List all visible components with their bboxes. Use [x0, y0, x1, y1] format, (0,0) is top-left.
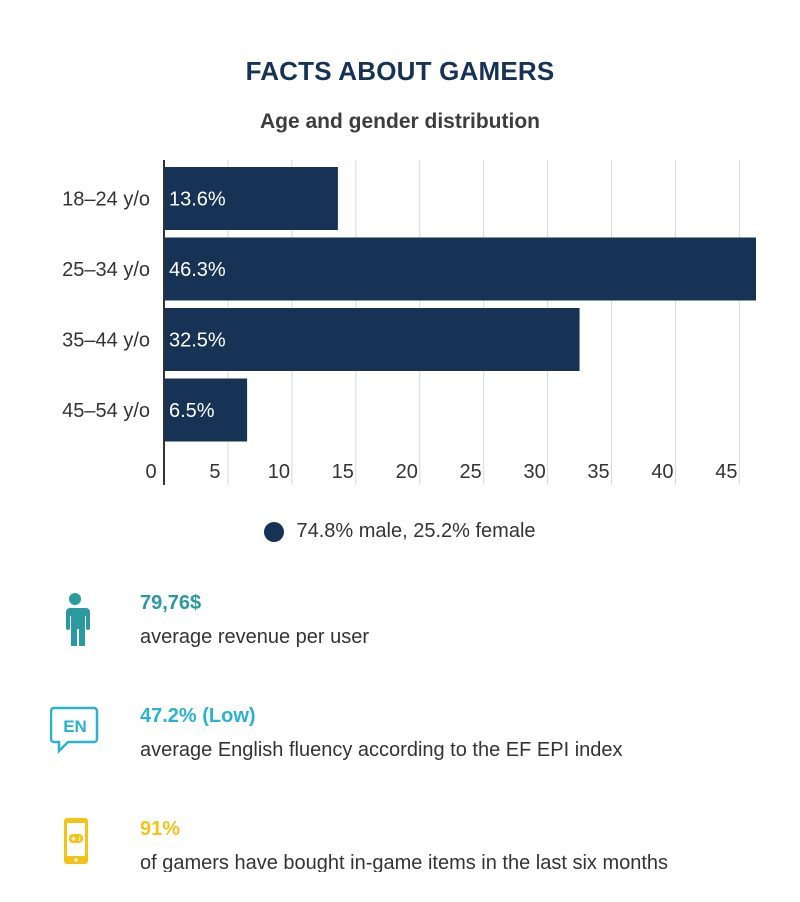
- fact-ingame: 91% of gamers have bought in-game items …: [0, 818, 800, 898]
- category-label: 35–44 y/o: [62, 330, 150, 352]
- bar-data-label: 32.5%: [169, 330, 226, 352]
- bar: [164, 167, 338, 230]
- x-tick-label: 5: [209, 461, 220, 483]
- page-title: FACTS ABOUT GAMERS: [245, 56, 555, 86]
- x-tick-label: 35: [587, 461, 609, 483]
- language-en-icon: EN: [50, 706, 99, 755]
- bottom-fade: [0, 872, 800, 902]
- x-tick-label: 25: [460, 461, 482, 483]
- fact-description: of gamers have bought in-game items in t…: [140, 852, 669, 874]
- bar-data-label: 6.5%: [169, 400, 215, 422]
- x-tick-label: 20: [396, 461, 418, 483]
- bar: [164, 237, 756, 301]
- chart-legend: 74.8% male, 25.2% female: [0, 520, 800, 543]
- chart-subtitle: Age and gender distribution: [259, 110, 540, 133]
- fact-value: 47.2% (Low): [140, 705, 256, 727]
- category-label: 25–34 y/o: [62, 259, 150, 281]
- fact-english: EN 47.2% (Low) average English fluency a…: [0, 705, 800, 785]
- fact-revenue: 79,76$ average revenue per user: [0, 592, 800, 672]
- fact-value: 79,76$: [140, 592, 202, 614]
- bar: [164, 378, 248, 442]
- fact-description: average revenue per user: [140, 626, 370, 648]
- x-tick-label: 45: [715, 461, 737, 483]
- fact-description: average English fluency according to the…: [140, 739, 623, 761]
- category-label: 18–24 y/o: [62, 189, 150, 211]
- svg-text:EN: EN: [63, 717, 87, 736]
- mobile-game-icon: [64, 818, 88, 864]
- x-tick-label: 0: [145, 461, 156, 483]
- bar: [164, 308, 580, 371]
- x-tick-label: 40: [651, 461, 673, 483]
- legend-label: 74.8% male, 25.2% female: [296, 520, 536, 542]
- person-icon: [64, 593, 90, 646]
- legend-swatch: [264, 521, 285, 542]
- x-tick-label: 10: [268, 461, 290, 483]
- bar-data-label: 13.6%: [169, 189, 226, 211]
- fact-value: 91%: [140, 818, 181, 840]
- category-label: 45–54 y/o: [62, 400, 150, 422]
- x-tick-label: 30: [523, 461, 545, 483]
- age-distribution-chart: 13.6% 18–24 y/o 46.3% 25–34 y/o 32.5% 35–44 y…: [62, 160, 756, 485]
- bar-data-label: 46.3%: [169, 259, 226, 281]
- x-tick-label: 15: [332, 461, 354, 483]
